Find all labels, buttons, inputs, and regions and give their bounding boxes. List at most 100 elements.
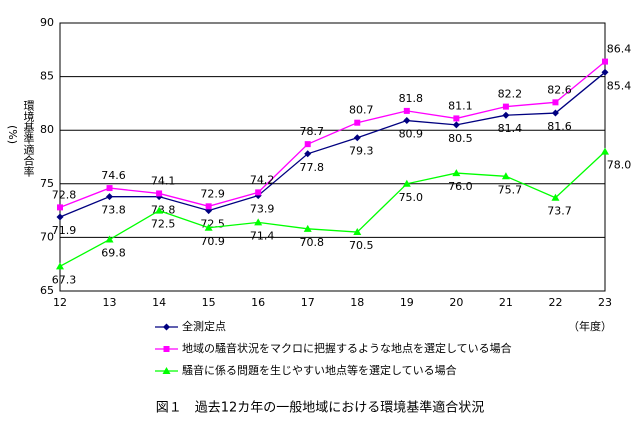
marker xyxy=(551,193,560,201)
data-label: 73.8 xyxy=(101,204,126,217)
data-label: 74.2 xyxy=(250,173,275,186)
x-tick-label: 16 xyxy=(251,296,265,309)
data-label: 74.6 xyxy=(101,169,126,182)
data-label: 80.7 xyxy=(349,104,374,117)
x-tick-label: 20 xyxy=(449,296,463,309)
data-label: 71.4 xyxy=(250,229,275,242)
marker xyxy=(255,189,262,196)
data-label: 72.8 xyxy=(52,188,77,201)
data-label: 81.1 xyxy=(448,99,473,112)
series-line xyxy=(59,71,606,218)
series-line xyxy=(59,61,606,208)
chart-title: 図１ 過去12カ年の一般地域における環境基準適合状況 xyxy=(156,400,485,416)
marker xyxy=(304,150,312,158)
marker xyxy=(403,107,410,114)
data-label: 70.8 xyxy=(299,236,324,249)
x-axis-label: （年度） xyxy=(568,319,612,333)
x-tick-label: 21 xyxy=(499,296,513,309)
data-label: 80.5 xyxy=(448,132,473,145)
marker xyxy=(403,117,411,125)
data-label: 74.1 xyxy=(151,174,176,187)
data-label: 72.5 xyxy=(151,218,176,231)
y-axis-label: 環境基準適合率 xyxy=(22,100,35,178)
y-axis-unit: (%) xyxy=(6,125,19,144)
legend-label: 全測定点 xyxy=(182,319,226,333)
data-label: 72.5 xyxy=(200,218,225,231)
marker xyxy=(56,262,64,270)
data-label: 71.9 xyxy=(52,224,77,237)
y-tick-label: 70 xyxy=(40,230,54,243)
marker xyxy=(155,206,164,214)
marker xyxy=(156,190,163,197)
marker xyxy=(303,224,312,232)
data-label: 75.0 xyxy=(399,191,424,204)
data-label: 76.0 xyxy=(448,180,473,193)
x-tick-label: 13 xyxy=(103,296,117,309)
plot-frame xyxy=(59,22,606,292)
data-label: 78.7 xyxy=(299,125,324,138)
data-label: 81.6 xyxy=(547,120,572,133)
data-label: 81.8 xyxy=(399,92,424,105)
marker xyxy=(56,213,64,221)
marker xyxy=(204,223,213,231)
x-tick-label: 19 xyxy=(400,296,414,309)
marker xyxy=(452,169,461,177)
marker xyxy=(502,103,509,110)
x-tick-label: 18 xyxy=(350,296,364,309)
data-label: 70.5 xyxy=(349,239,374,252)
data-label: 78.0 xyxy=(607,159,632,172)
data-label: 69.8 xyxy=(101,247,126,260)
data-label: 72.9 xyxy=(200,187,225,200)
data-label: 75.7 xyxy=(498,183,523,196)
data-label: 67.3 xyxy=(52,273,77,286)
data-label: 73.7 xyxy=(547,205,572,218)
x-tick-label: 12 xyxy=(53,296,67,309)
marker xyxy=(453,115,460,122)
marker xyxy=(105,235,114,243)
marker xyxy=(106,193,114,201)
x-tick-label: 15 xyxy=(202,296,216,309)
marker xyxy=(601,68,609,76)
marker xyxy=(552,99,559,106)
marker xyxy=(601,147,609,155)
legend-label: 地域の騒音状況をマクロに把握するような地点を選定している場合 xyxy=(182,341,512,355)
series-line xyxy=(59,151,606,267)
data-label: 81.4 xyxy=(498,122,523,135)
y-tick-label: 90 xyxy=(40,16,54,29)
data-label: 77.8 xyxy=(299,161,324,174)
data-label: 86.4 xyxy=(607,43,632,56)
marker xyxy=(602,58,608,65)
y-tick-label: 80 xyxy=(40,123,54,136)
legend-marker xyxy=(162,367,171,374)
marker xyxy=(57,204,63,211)
marker xyxy=(501,172,510,180)
data-label: 85.4 xyxy=(607,79,632,92)
legend-label: 騒音に係る問題を生じやすい地点等を選定している場合 xyxy=(182,363,457,377)
x-tick-label: 17 xyxy=(301,296,315,309)
y-tick-label: 75 xyxy=(40,177,54,190)
marker xyxy=(205,203,212,210)
data-label: 80.9 xyxy=(399,128,424,141)
legend-marker xyxy=(163,323,170,331)
data-label: 70.9 xyxy=(200,235,225,248)
marker xyxy=(502,111,510,119)
marker xyxy=(354,119,361,126)
y-tick-label: 65 xyxy=(40,284,54,297)
x-tick-label: 23 xyxy=(598,296,612,309)
x-tick-label: 14 xyxy=(152,296,166,309)
marker xyxy=(353,228,362,236)
data-label: 82.6 xyxy=(547,83,572,96)
y-tick-label: 85 xyxy=(40,70,54,83)
marker xyxy=(551,109,559,117)
marker xyxy=(353,134,361,142)
x-tick-label: 22 xyxy=(548,296,562,309)
marker xyxy=(304,141,311,148)
marker xyxy=(402,179,411,187)
marker xyxy=(452,121,460,129)
data-label: 73.9 xyxy=(250,203,275,216)
data-label: 79.3 xyxy=(349,145,374,158)
marker xyxy=(106,185,113,192)
data-label: 82.2 xyxy=(498,88,523,101)
legend-marker xyxy=(163,346,170,352)
